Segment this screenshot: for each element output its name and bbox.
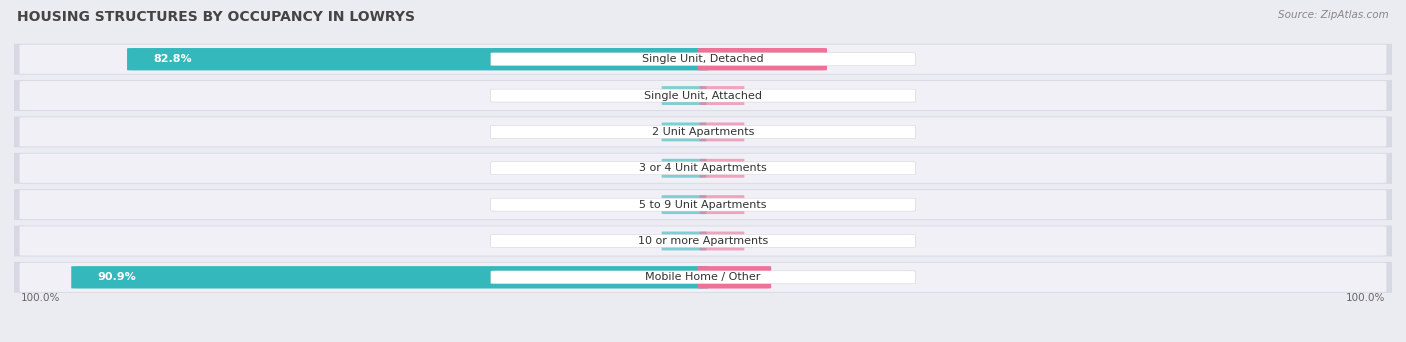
FancyBboxPatch shape (20, 154, 1386, 183)
FancyBboxPatch shape (662, 232, 706, 250)
Text: 2 Unit Apartments: 2 Unit Apartments (652, 127, 754, 137)
FancyBboxPatch shape (4, 225, 1402, 256)
FancyBboxPatch shape (662, 159, 706, 178)
Text: 0.0%: 0.0% (755, 91, 783, 101)
Text: 0.0%: 0.0% (623, 200, 651, 210)
FancyBboxPatch shape (697, 266, 772, 289)
Text: Single Unit, Detached: Single Unit, Detached (643, 54, 763, 64)
Text: HOUSING STRUCTURES BY OCCUPANCY IN LOWRYS: HOUSING STRUCTURES BY OCCUPANCY IN LOWRY… (17, 10, 415, 24)
Text: 3 or 4 Unit Apartments: 3 or 4 Unit Apartments (640, 163, 766, 173)
Text: 0.0%: 0.0% (623, 91, 651, 101)
FancyBboxPatch shape (700, 159, 744, 178)
FancyBboxPatch shape (4, 189, 1402, 220)
Text: 0.0%: 0.0% (623, 163, 651, 173)
FancyBboxPatch shape (4, 117, 1402, 147)
Text: 82.8%: 82.8% (153, 54, 191, 64)
FancyBboxPatch shape (491, 53, 915, 66)
FancyBboxPatch shape (662, 86, 706, 105)
FancyBboxPatch shape (20, 117, 1386, 146)
FancyBboxPatch shape (491, 162, 915, 175)
FancyBboxPatch shape (697, 48, 827, 70)
FancyBboxPatch shape (4, 80, 1402, 111)
Text: 5 to 9 Unit Apartments: 5 to 9 Unit Apartments (640, 200, 766, 210)
FancyBboxPatch shape (491, 126, 915, 139)
FancyBboxPatch shape (700, 122, 744, 141)
FancyBboxPatch shape (20, 226, 1386, 255)
Text: 0.0%: 0.0% (755, 200, 783, 210)
FancyBboxPatch shape (491, 271, 915, 284)
FancyBboxPatch shape (72, 266, 709, 289)
FancyBboxPatch shape (20, 263, 1386, 292)
Text: Single Unit, Attached: Single Unit, Attached (644, 91, 762, 101)
FancyBboxPatch shape (662, 122, 706, 141)
FancyBboxPatch shape (491, 198, 915, 211)
Text: Mobile Home / Other: Mobile Home / Other (645, 272, 761, 282)
Text: 0.0%: 0.0% (623, 236, 651, 246)
FancyBboxPatch shape (20, 44, 1386, 74)
FancyBboxPatch shape (4, 262, 1402, 293)
FancyBboxPatch shape (4, 44, 1402, 75)
Text: 17.2%: 17.2% (762, 54, 801, 64)
FancyBboxPatch shape (491, 89, 915, 102)
FancyBboxPatch shape (700, 86, 744, 105)
Text: 9.1%: 9.1% (714, 272, 745, 282)
Text: 10 or more Apartments: 10 or more Apartments (638, 236, 768, 246)
FancyBboxPatch shape (20, 81, 1386, 110)
FancyBboxPatch shape (662, 195, 706, 214)
Text: 100.0%: 100.0% (1346, 293, 1385, 303)
FancyBboxPatch shape (491, 235, 915, 248)
Text: 100.0%: 100.0% (21, 293, 60, 303)
FancyBboxPatch shape (127, 48, 709, 70)
FancyBboxPatch shape (700, 195, 744, 214)
FancyBboxPatch shape (4, 153, 1402, 184)
FancyBboxPatch shape (700, 232, 744, 250)
Text: 90.9%: 90.9% (97, 272, 136, 282)
FancyBboxPatch shape (20, 190, 1386, 219)
Text: 0.0%: 0.0% (755, 163, 783, 173)
Text: 0.0%: 0.0% (623, 127, 651, 137)
Text: Source: ZipAtlas.com: Source: ZipAtlas.com (1278, 10, 1389, 20)
Text: 0.0%: 0.0% (755, 127, 783, 137)
Text: 0.0%: 0.0% (755, 236, 783, 246)
